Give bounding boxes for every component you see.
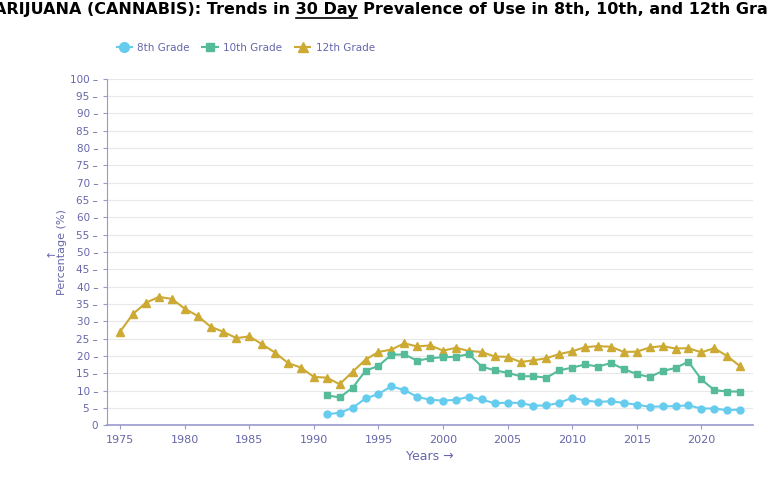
X-axis label: Years →: Years → — [406, 450, 454, 463]
Legend: 8th Grade, 10th Grade, 12th Grade: 8th Grade, 10th Grade, 12th Grade — [112, 39, 379, 57]
Y-axis label: ↑
Percentage (%): ↑ Percentage (%) — [46, 209, 68, 295]
Text: MARIJUANA (CANNABIS): Trends in 30 Day Prevalence of Use in 8th, 10th, and 12th : MARIJUANA (CANNABIS): Trends in 30 Day P… — [0, 2, 768, 17]
